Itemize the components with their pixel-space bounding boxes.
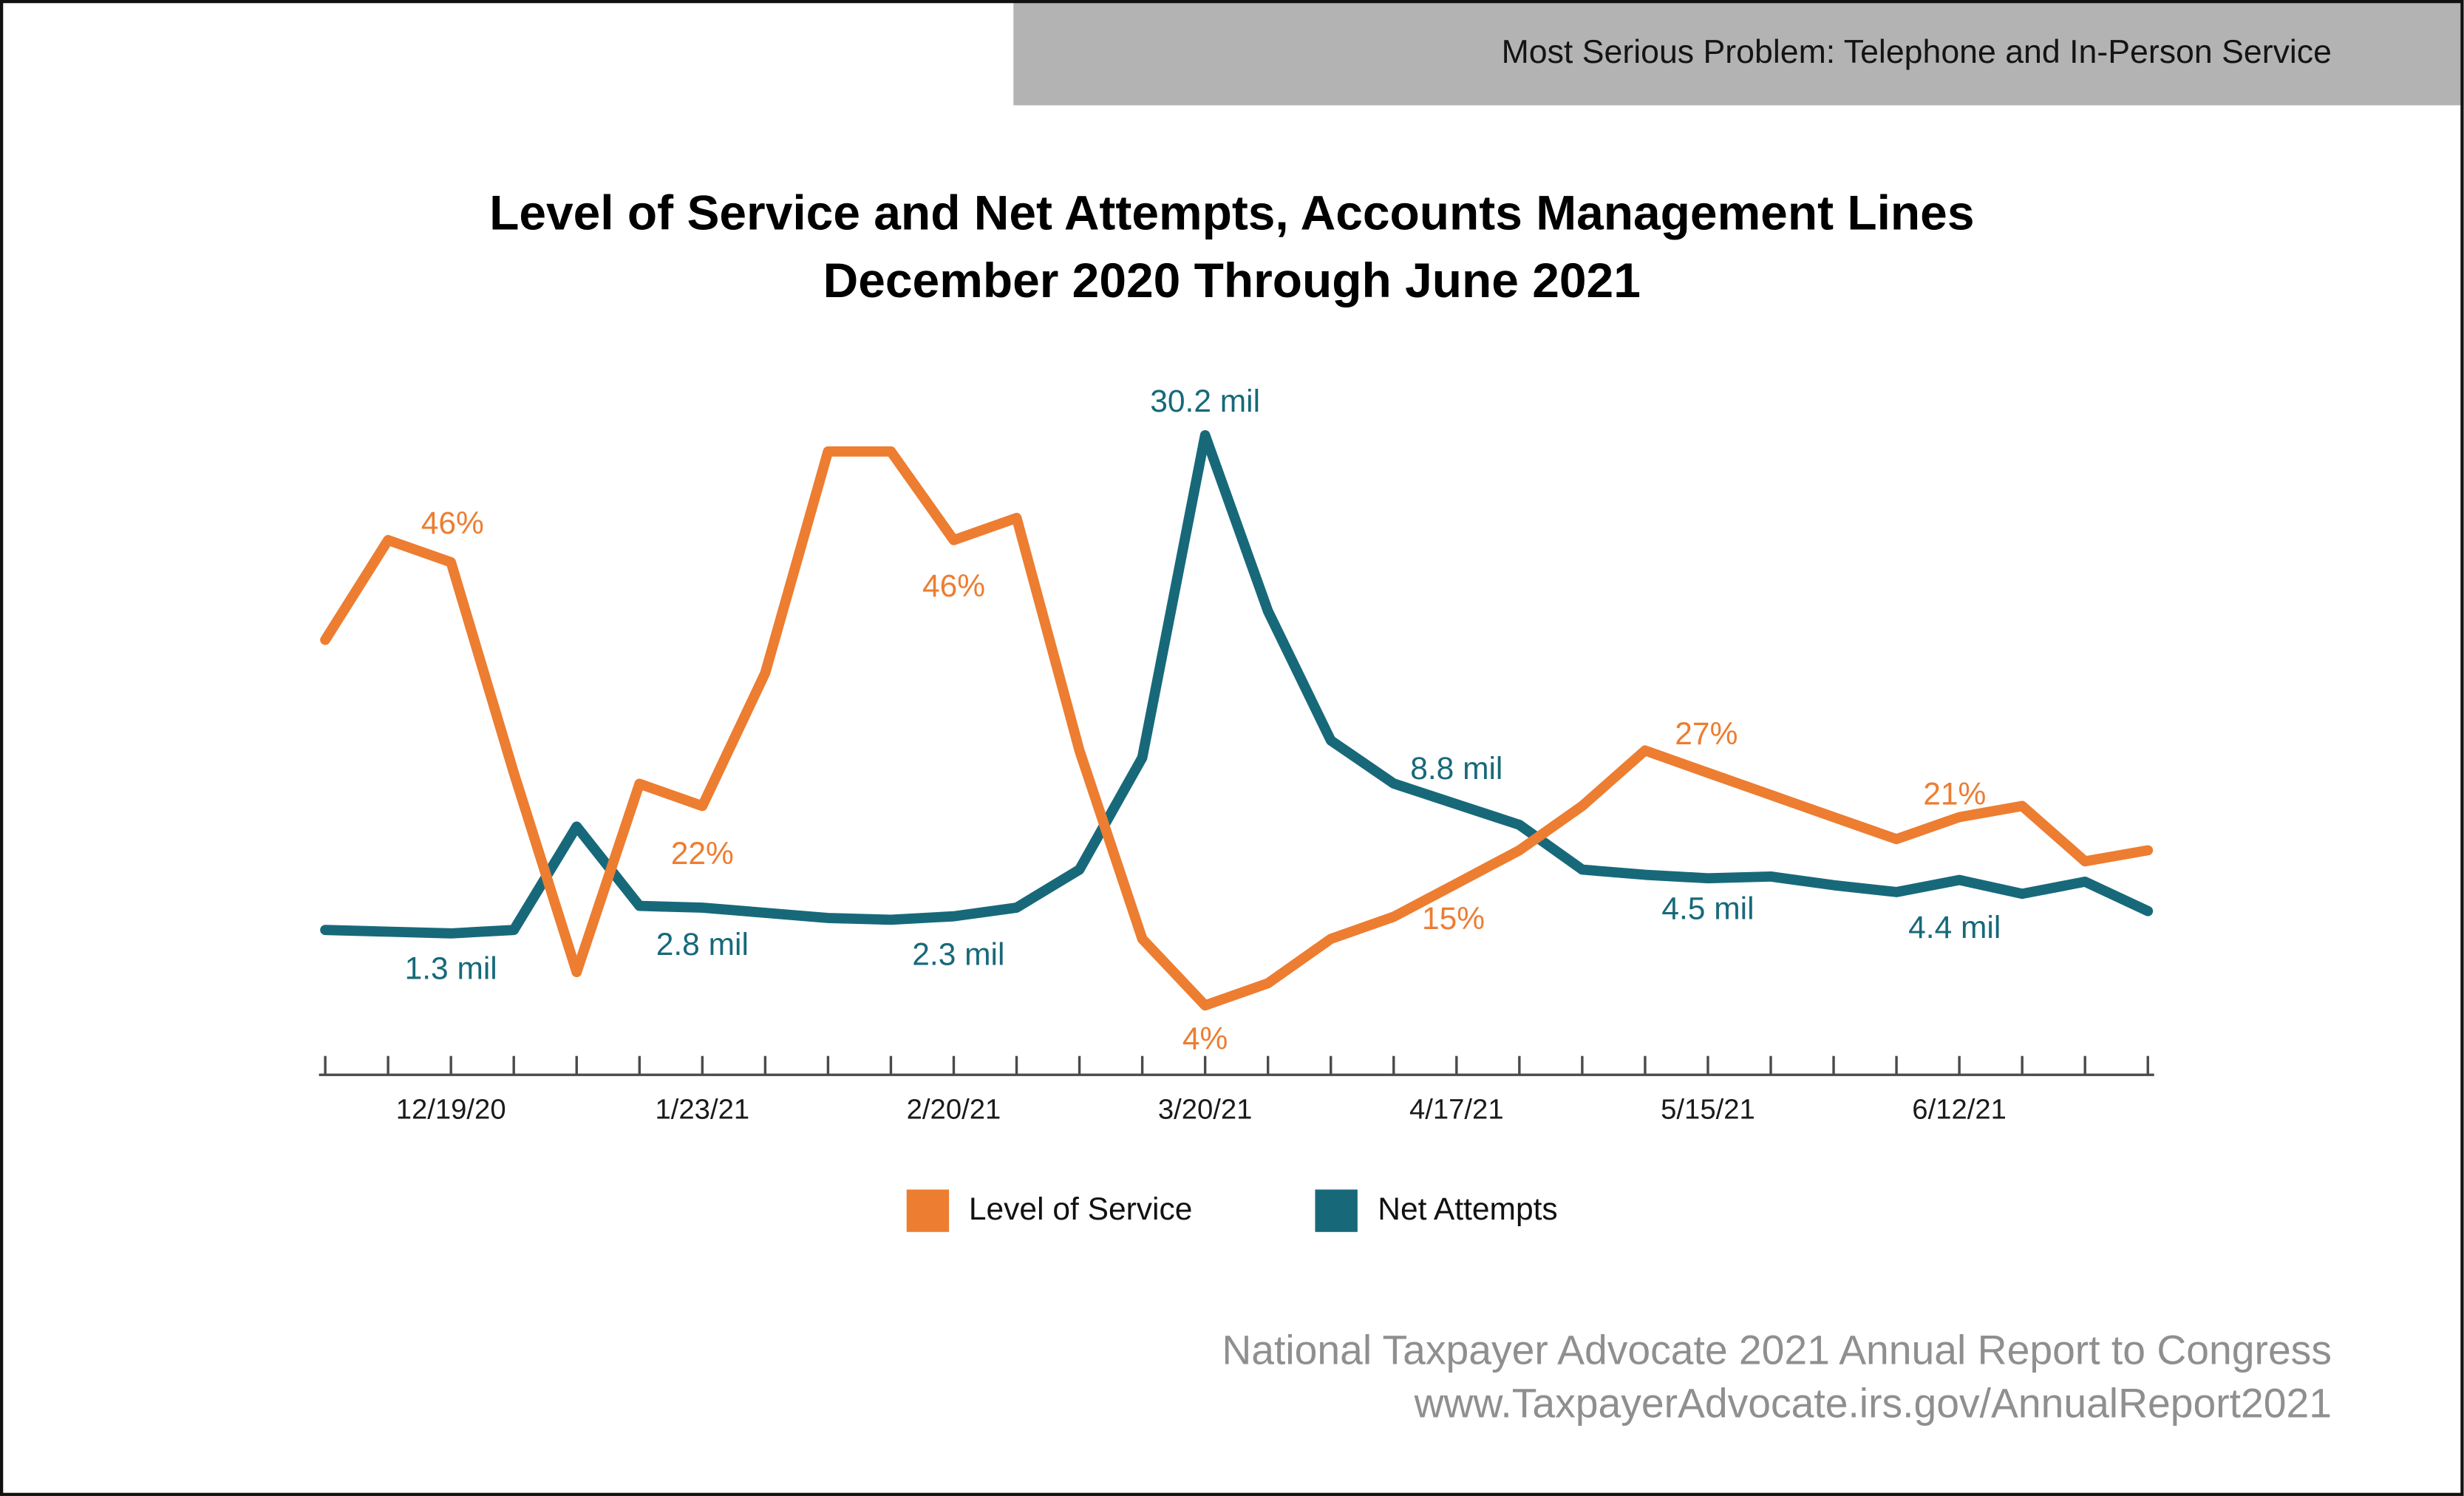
chart-title-line1: Level of Service and Net Attempts, Accou… [489,185,1975,241]
x-axis-label: 4/17/21 [1409,1094,1504,1126]
x-axis-label: 6/12/21 [1912,1094,2007,1126]
section-banner-text: Most Serious Problem: Telephone and In-P… [1501,33,2332,70]
legend-label-level-of-service: Level of Service [968,1192,1193,1228]
data-label: 46% [922,569,985,604]
level-of-service-line [320,446,2154,1011]
data-label: 2.8 mil [656,928,749,962]
x-axis-label: 2/20/21 [907,1094,1001,1126]
x-axis-label: 3/20/21 [1158,1094,1253,1126]
chart-title-line2: December 2020 Through June 2021 [823,253,1641,308]
data-label: 8.8 mil [1410,752,1502,786]
data-label: 4% [1182,1022,1228,1057]
data-label: 46% [421,506,484,541]
source-attribution-line2: www.TaxpayerAdvocate.irs.gov/AnnualRepor… [1414,1379,2332,1427]
legend-swatch-net-attempts [1315,1189,1358,1232]
legend-item-level-of-service: Level of Service [905,1189,1193,1232]
data-label: 30.2 mil [1150,384,1260,419]
section-banner: Most Serious Problem: Telephone and In-P… [1013,0,2464,106]
legend-label-net-attempts: Net Attempts [1378,1192,1558,1228]
x-axis-label: 12/19/20 [396,1094,506,1126]
data-label: 4.4 mil [1908,911,2001,945]
source-attribution-line1: National Taxpayer Advocate 2021 Annual R… [1222,1326,2332,1374]
data-label: 15% [1422,902,1485,936]
x-axis-label: 1/23/21 [656,1094,750,1126]
data-label: 22% [671,837,734,871]
data-label: 21% [1923,778,1986,812]
data-label: 2.3 mil [912,938,1004,973]
net-attempts-line [320,429,2154,939]
data-label: 1.3 mil [405,951,497,986]
legend-swatch-level-of-service [905,1189,949,1232]
legend-item-net-attempts: Net Attempts [1315,1189,1558,1232]
x-axis-label: 5/15/21 [1661,1094,1755,1126]
chart-title: Level of Service and Net Attempts, Accou… [0,179,2464,314]
data-label: 27% [1675,717,1738,752]
data-label: 4.5 mil [1661,891,1754,926]
source-attribution: National Taxpayer Advocate 2021 Annual R… [1222,1323,2332,1430]
chart-legend: Level of Service Net Attempts [0,1189,2464,1232]
